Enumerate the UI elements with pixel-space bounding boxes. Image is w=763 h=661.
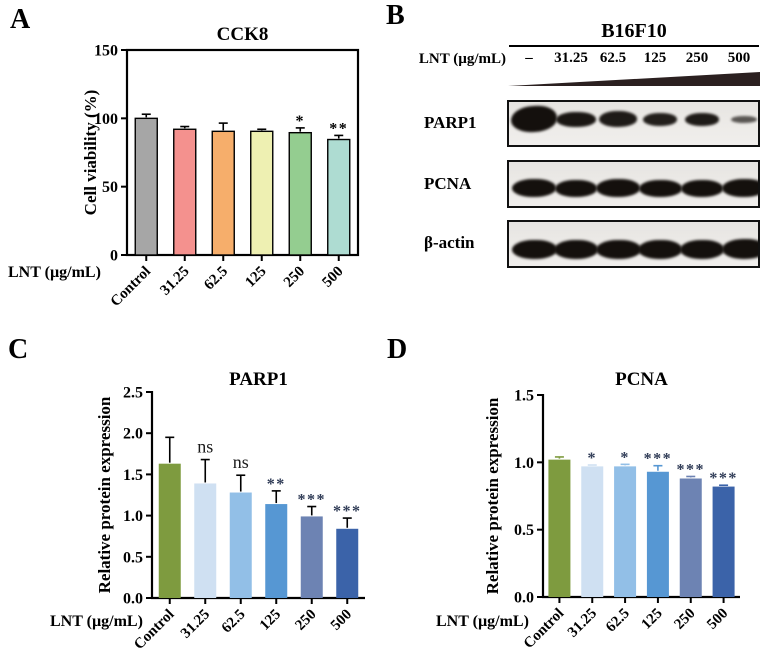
svg-text:LNT (µg/mL): LNT (µg/mL)	[50, 613, 143, 630]
svg-text:***: ***	[333, 503, 362, 520]
protein-band	[685, 112, 719, 126]
svg-text:**: **	[329, 120, 348, 137]
pcna-row-label: PCNA	[424, 174, 472, 193]
protein-band	[511, 239, 557, 259]
svg-text:***: ***	[709, 470, 738, 487]
protein-band	[599, 111, 637, 127]
dose-label: 500	[727, 50, 751, 66]
svg-text:31.25: 31.25	[157, 264, 192, 299]
svg-text:125: 125	[257, 607, 284, 634]
protein-band	[721, 239, 758, 259]
svg-text:50: 50	[102, 179, 118, 196]
svg-text:Relative protein expression: Relative protein expression	[95, 396, 114, 593]
pcna-bar-chart: 0.00.51.01.5Control*31.25*62.5***125***2…	[436, 369, 740, 652]
svg-text:250: 250	[671, 606, 698, 633]
protein-band	[555, 179, 597, 197]
svg-text:1.5: 1.5	[514, 388, 534, 405]
protein-band	[596, 179, 640, 197]
svg-text:500: 500	[319, 264, 346, 291]
svg-text:500: 500	[328, 607, 355, 634]
svg-text:100: 100	[94, 111, 118, 128]
protein-band	[556, 111, 596, 127]
svg-text:0.0: 0.0	[123, 591, 143, 608]
svg-text:Relative protein expression: Relative protein expression	[483, 397, 502, 594]
svg-text:62.5: 62.5	[201, 264, 231, 294]
parp1-bar-chart: 0.00.51.01.52.02.5Controlns31.25ns62.5**…	[50, 369, 365, 653]
svg-text:Cell viability (%): Cell viability (%)	[81, 90, 100, 216]
blot-lnt-label: LNT (µg/mL)	[418, 51, 506, 67]
svg-text:LNT (µg/mL): LNT (µg/mL)	[8, 264, 101, 281]
protein-band	[512, 179, 556, 197]
svg-text:PCNA: PCNA	[615, 369, 668, 390]
blot-dose-row: – 31.25 62.5 125 250 500	[508, 50, 760, 67]
svg-text:***: ***	[677, 461, 706, 478]
svg-text:250: 250	[292, 607, 319, 634]
pcna-blot-image	[507, 160, 760, 208]
svg-text:500: 500	[704, 606, 731, 633]
svg-text:62.5: 62.5	[219, 607, 249, 637]
svg-text:250: 250	[281, 264, 308, 291]
svg-text:125: 125	[242, 264, 269, 291]
svg-text:1.0: 1.0	[514, 455, 534, 472]
protein-band	[680, 239, 724, 259]
svg-text:0: 0	[110, 248, 118, 265]
blot-title-underline	[509, 45, 759, 47]
dose-label: –	[525, 50, 533, 66]
panel-a-label: A	[10, 4, 31, 35]
svg-text:*: *	[588, 450, 598, 467]
concentration-wedge-icon	[508, 72, 760, 86]
svg-text:**: **	[267, 476, 286, 493]
svg-text:1.0: 1.0	[123, 508, 143, 525]
svg-text:62.5: 62.5	[603, 606, 633, 636]
panel-c-label: C	[8, 334, 29, 365]
svg-text:***: ***	[644, 451, 673, 468]
svg-text:0.0: 0.0	[514, 590, 534, 607]
dose-label: 125	[643, 50, 667, 66]
panel-d-label: D	[387, 334, 408, 365]
svg-text:2.5: 2.5	[123, 385, 143, 402]
svg-text:ns: ns	[233, 452, 249, 472]
svg-text:125: 125	[639, 606, 666, 633]
svg-text:31.25: 31.25	[178, 607, 213, 642]
svg-text:2.0: 2.0	[123, 426, 143, 443]
svg-text:*: *	[620, 449, 630, 466]
dose-label: 250	[685, 50, 709, 66]
svg-text:CCK8: CCK8	[217, 24, 269, 45]
svg-text:1.5: 1.5	[123, 467, 143, 484]
parp1-row-label: PARP1	[424, 113, 477, 132]
protein-band	[638, 179, 682, 197]
protein-band	[638, 239, 682, 259]
protein-band	[510, 104, 558, 134]
svg-text:*: *	[296, 113, 306, 130]
dose-label: 62.5	[599, 50, 627, 66]
cck8-bar-chart: 0 50 100 150 Control 31.25 62.5 125 * 250 ** 500 CCK…	[8, 24, 360, 310]
svg-text:PARP1: PARP1	[229, 369, 288, 390]
svg-text:31.25: 31.25	[565, 606, 600, 641]
svg-text:0.5: 0.5	[123, 549, 143, 566]
svg-text:0.5: 0.5	[514, 522, 534, 539]
dose-label: 31.25	[554, 50, 588, 66]
panel-b-label: B	[386, 0, 405, 31]
bactin-row-label: β-actin	[424, 233, 475, 252]
protein-band	[595, 239, 641, 259]
protein-band	[722, 179, 758, 197]
protein-band	[554, 239, 598, 259]
blot-cell-line-title: B16F10	[601, 20, 667, 42]
protein-band	[731, 115, 757, 123]
protein-band	[681, 179, 723, 197]
svg-text:Control: Control	[108, 264, 154, 310]
bactin-blot-image	[507, 220, 760, 268]
svg-text:***: ***	[298, 492, 327, 509]
svg-text:ns: ns	[197, 437, 213, 457]
svg-text:LNT (µg/mL): LNT (µg/mL)	[436, 613, 529, 630]
svg-text:150: 150	[94, 43, 118, 60]
protein-band	[643, 112, 677, 126]
parp1-blot-image	[507, 100, 760, 147]
